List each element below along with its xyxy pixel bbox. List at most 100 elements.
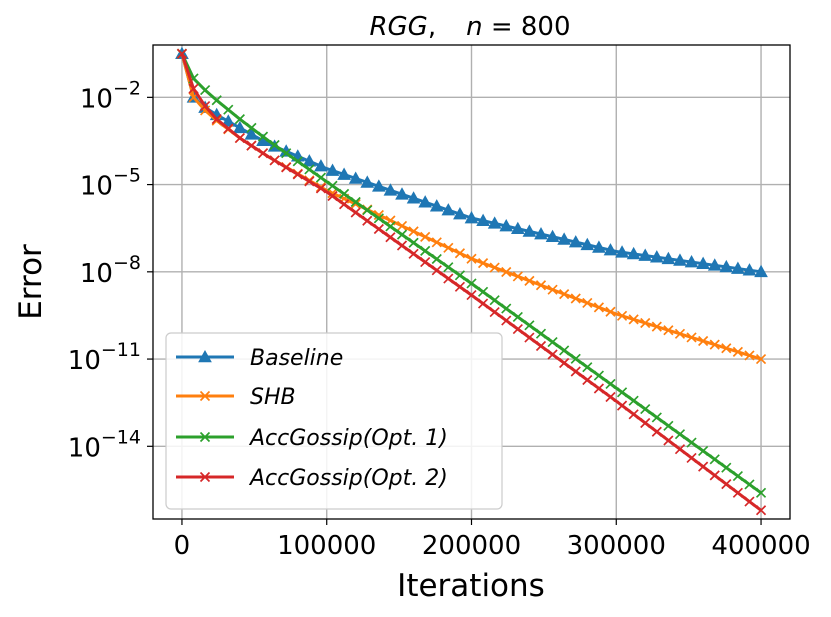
data-point	[661, 251, 676, 265]
legend: Baseline SHB AccGossip(Opt. 1) AccGossip(Op…	[165, 332, 503, 510]
data-point	[673, 253, 687, 266]
data-point	[302, 154, 317, 167]
data-point	[628, 409, 639, 420]
series-layer	[175, 46, 768, 516]
data-point	[651, 321, 662, 332]
data-point	[269, 139, 280, 151]
data-point	[638, 248, 653, 261]
data-point	[709, 470, 720, 481]
data-point	[499, 219, 514, 232]
data-point	[732, 346, 743, 357]
data-point	[605, 391, 616, 403]
axis-ticks: 0 100000 200000 300000 400000 10−2 10−5 10−8 10−…	[68, 77, 811, 561]
data-point	[582, 362, 593, 373]
data-point	[244, 127, 259, 140]
data-point	[466, 253, 477, 264]
data-point	[651, 412, 662, 423]
data-point	[709, 339, 720, 350]
data-point	[721, 462, 732, 473]
data-point	[383, 183, 398, 196]
data-point	[640, 317, 651, 329]
data-point	[246, 140, 257, 151]
data-point	[454, 281, 466, 292]
y-tick-label: 10−5	[80, 165, 141, 202]
data-point	[592, 240, 606, 253]
x-tick-label: 0	[174, 531, 191, 561]
data-point	[292, 156, 303, 167]
data-point	[327, 180, 338, 191]
data-point	[615, 245, 629, 258]
data-point	[557, 232, 572, 245]
data-point	[686, 332, 697, 343]
data-point	[663, 325, 674, 336]
data-point	[408, 248, 419, 259]
data-point	[431, 237, 442, 248]
data-point	[489, 295, 500, 306]
data-point	[649, 250, 664, 263]
data-point	[510, 221, 525, 235]
data-point	[223, 123, 234, 134]
data-point	[696, 256, 710, 269]
y-tick-label: 10−8	[80, 252, 141, 289]
data-point	[234, 132, 245, 144]
data-point	[431, 253, 442, 265]
data-point	[512, 311, 523, 323]
data-point	[420, 231, 431, 242]
x-axis-title: Iterations	[397, 568, 545, 604]
legend-label: AccGossip(Opt. 2)	[248, 466, 448, 491]
data-point	[732, 487, 743, 498]
data-point	[350, 207, 361, 218]
data-point	[524, 275, 535, 286]
data-point	[755, 353, 767, 365]
data-point	[742, 263, 757, 276]
data-point	[626, 246, 641, 260]
data-point	[709, 454, 720, 465]
data-point	[371, 179, 386, 192]
data-point	[651, 426, 662, 437]
data-point	[360, 175, 375, 188]
data-point	[406, 191, 421, 204]
data-point	[396, 240, 408, 251]
data-point	[338, 199, 350, 210]
data-point	[570, 353, 581, 364]
data-point	[580, 237, 595, 251]
data-point	[744, 350, 755, 361]
data-point	[721, 343, 732, 354]
data-point	[582, 374, 593, 386]
data-point	[628, 395, 639, 406]
data-point	[396, 220, 408, 232]
data-point	[568, 235, 583, 248]
data-point	[663, 420, 674, 431]
data-point	[453, 207, 467, 220]
data-point	[534, 227, 548, 240]
data-point	[616, 400, 628, 411]
data-point	[559, 288, 570, 300]
legend-marker	[199, 431, 211, 443]
data-point	[337, 167, 351, 180]
x-tick-label: 100000	[277, 531, 376, 561]
data-point	[395, 187, 409, 200]
data-point	[674, 444, 686, 455]
data-point	[338, 188, 350, 199]
data-point	[501, 266, 512, 278]
data-point	[603, 243, 618, 256]
data-point	[441, 203, 456, 216]
data-point	[443, 273, 454, 284]
data-point	[605, 306, 616, 317]
data-point	[476, 213, 490, 226]
data-point	[314, 159, 328, 172]
legend-label: AccGossip(Opt. 1)	[248, 426, 448, 451]
data-point	[443, 262, 454, 273]
series-accgossip-opt-1	[176, 48, 767, 498]
data-point	[593, 370, 605, 381]
data-point	[418, 195, 433, 208]
data-point	[593, 302, 605, 313]
data-point	[535, 328, 547, 339]
data-point	[429, 199, 444, 212]
data-point	[281, 148, 292, 159]
data-point	[292, 169, 303, 180]
data-point	[547, 284, 558, 295]
data-point	[234, 114, 245, 125]
data-point	[176, 48, 188, 59]
data-point	[200, 84, 211, 96]
